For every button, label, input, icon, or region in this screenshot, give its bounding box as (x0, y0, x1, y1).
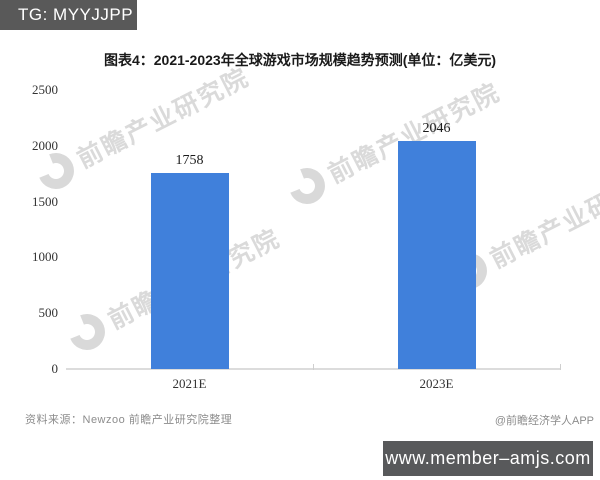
watermark-logo-icon (32, 147, 80, 195)
credit-note: @前瞻经济学人APP (494, 415, 594, 427)
y-axis-tick-label: 500 (38, 305, 59, 321)
x-axis-category-label: 2021E (172, 376, 207, 391)
bar-value-label: 2046 (422, 120, 451, 136)
x-axis-tick (560, 364, 561, 370)
x-axis-category-label: 2023E (419, 376, 454, 391)
y-axis-tick-label: 1500 (32, 193, 58, 209)
watermark-text: 前瞻产业研究院 (485, 163, 600, 274)
watermark-logo-icon (283, 162, 331, 210)
y-axis-tick-label: 1000 (32, 249, 58, 265)
bar-2023E (397, 140, 476, 369)
chart-title: 图表4：2021-2023年全球游戏市场规模趋势预测(单位：亿美元) (103, 52, 497, 68)
source-note: 资料来源：Newzoo 前瞻产业研究院整理 (25, 414, 233, 426)
bar-value-label: 1758 (175, 152, 204, 168)
y-axis-tick-label: 2000 (32, 137, 58, 153)
y-axis-tick-label: 2500 (32, 82, 58, 97)
tg-badge: TG: MYYJJPP (0, 0, 137, 30)
bar-2021E (150, 172, 229, 369)
watermark-logo-icon (63, 308, 111, 356)
x-axis-tick (313, 364, 314, 370)
watermark-url-box: www.member–amjs.com (383, 441, 593, 476)
y-axis-tick-label: 0 (51, 361, 59, 376)
